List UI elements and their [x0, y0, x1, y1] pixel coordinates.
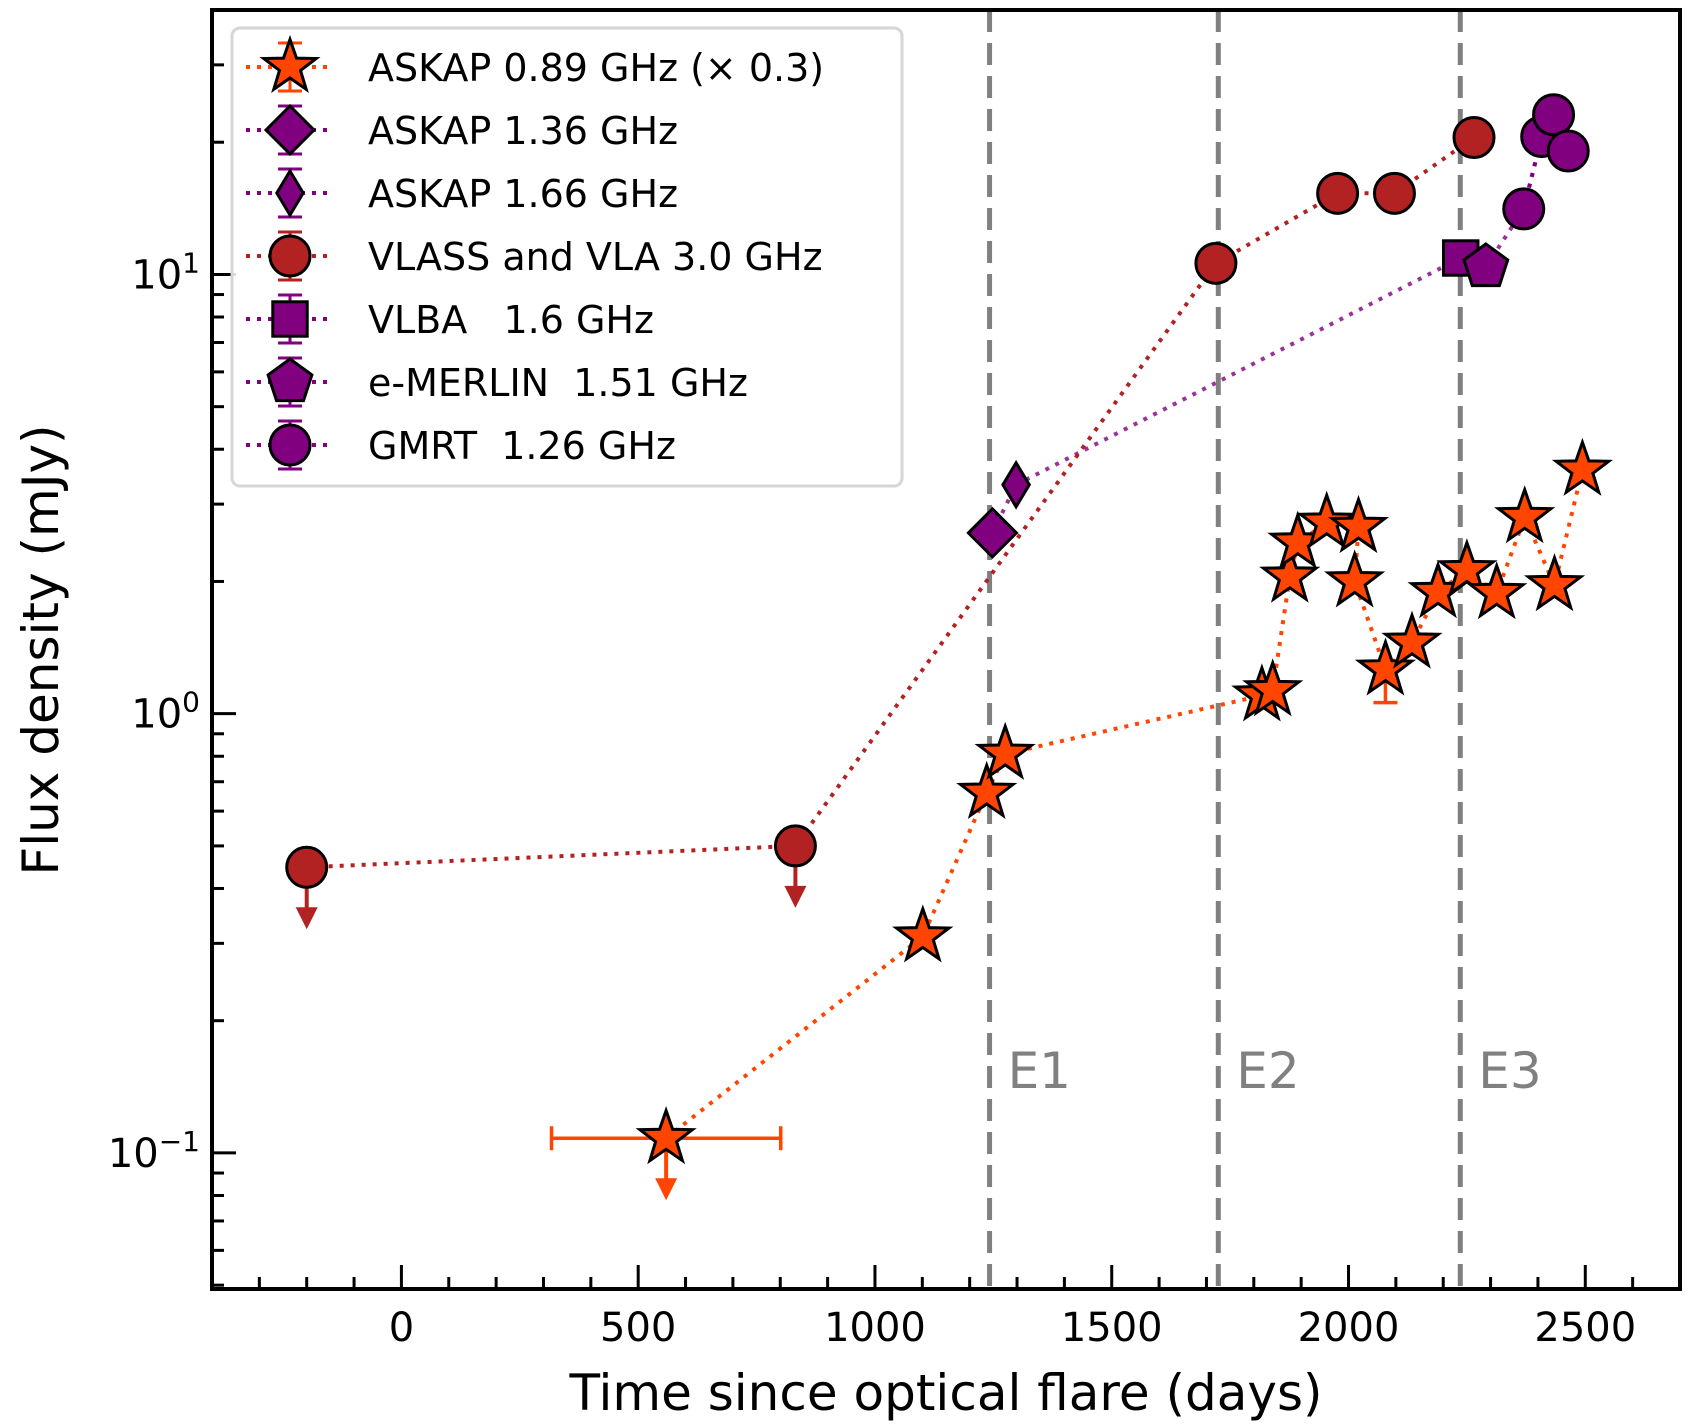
- series-0-point: [1324, 549, 1386, 608]
- series-3-point: [1452, 116, 1496, 160]
- y-tick-base: 10: [131, 252, 182, 298]
- legend-entry-label: VLASS and VLA 3.0 GHz: [368, 235, 823, 279]
- series-0-point: [1296, 490, 1358, 549]
- series-3-point: [773, 824, 817, 868]
- x-tick-label: 1500: [1061, 1305, 1163, 1351]
- series-3-point: [285, 845, 329, 889]
- y-tick-exponent: 0: [182, 686, 200, 719]
- series-markers: [285, 93, 1614, 1201]
- series-0-point: [956, 760, 1018, 820]
- upper-limit-arrow-head: [295, 907, 318, 930]
- y-axis-title: Flux density (mJy): [12, 424, 70, 875]
- legend-marker-diamond: [263, 103, 317, 157]
- series-0-point: [892, 904, 954, 963]
- series-0-point: [1327, 494, 1390, 554]
- legend-entry-label: e-MERLIN 1.51 GHz: [368, 361, 748, 405]
- series-6-point: [1532, 93, 1576, 137]
- series-0-line: [664, 469, 1585, 1140]
- series-3-point: [1316, 171, 1360, 215]
- series-2-point: [1001, 459, 1032, 510]
- series-0-point: [635, 1106, 697, 1165]
- upper-limit-arrow-head: [655, 1178, 678, 1201]
- upper-limit-arrow-head: [784, 885, 807, 908]
- x-tick-label: 2500: [1534, 1305, 1636, 1351]
- series-0-point: [1523, 553, 1586, 612]
- x-axis-title: Time since optical flare (days): [568, 1364, 1322, 1422]
- series-0-point: [1354, 637, 1417, 696]
- event-label-e1: E1: [1008, 1042, 1071, 1100]
- legend-marker-square: [271, 300, 309, 338]
- event-label-e2: E2: [1236, 1042, 1299, 1100]
- x-tick-label: 500: [600, 1305, 676, 1351]
- y-tick-label: 100: [131, 686, 200, 738]
- series-0-point: [1466, 561, 1528, 620]
- legend: ASKAP 0.89 GHz (× 0.3) ASKAP 1.36 GHz ASKA…: [230, 26, 904, 488]
- legend-marker-circle: [268, 423, 312, 467]
- y-tick-exponent: −1: [159, 1125, 200, 1158]
- x-tick-label: 2000: [1298, 1305, 1400, 1351]
- x-tick-label: 0: [389, 1305, 414, 1351]
- legend-marker-circle: [268, 234, 312, 278]
- legend-entry-label: ASKAP 1.66 GHz: [368, 172, 678, 216]
- y-tick-label: 101: [131, 246, 200, 298]
- legend-box: [230, 26, 904, 488]
- y-tick-label: 10−1: [108, 1125, 200, 1177]
- legend-marker-thin_diamond: [275, 168, 305, 218]
- legend-entry-label: VLBA 1.6 GHz: [368, 298, 654, 342]
- series-0-point: [1259, 544, 1321, 603]
- plot-frame: [210, 8, 1682, 1291]
- series-3-point: [1194, 241, 1238, 285]
- event-label-e3: E3: [1478, 1042, 1541, 1100]
- series-0-point: [1381, 610, 1443, 669]
- legend-entry-label: ASKAP 1.36 GHz: [368, 109, 678, 153]
- mid-frequency-trend: [1015, 256, 1462, 487]
- legend-entry-label: ASKAP 0.89 GHz (× 0.3): [368, 46, 824, 90]
- y-tick-base: 10: [131, 692, 182, 738]
- series-0-point: [1551, 437, 1614, 496]
- series-0-point: [1494, 485, 1556, 544]
- series-0-point: [974, 721, 1036, 780]
- series-0-point: [1242, 658, 1304, 717]
- event-lines: E1 E2 E3: [987, 10, 1542, 1289]
- series-1-point: [966, 506, 1019, 560]
- series-0-point: [1436, 538, 1498, 597]
- series-6-point: [1546, 129, 1590, 173]
- legend-marker-star: [259, 34, 321, 94]
- series-5-point: [1462, 242, 1510, 288]
- x-tick-label: 1000: [824, 1305, 926, 1351]
- series-6-point: [1502, 187, 1546, 231]
- y-tick-exponent: 1: [182, 246, 200, 279]
- legend-marker-pentagon: [266, 357, 314, 403]
- series-3-point: [1372, 171, 1416, 215]
- legend-entry-label: GMRT 1.26 GHz: [368, 424, 676, 468]
- y-tick-base: 10: [108, 1131, 159, 1177]
